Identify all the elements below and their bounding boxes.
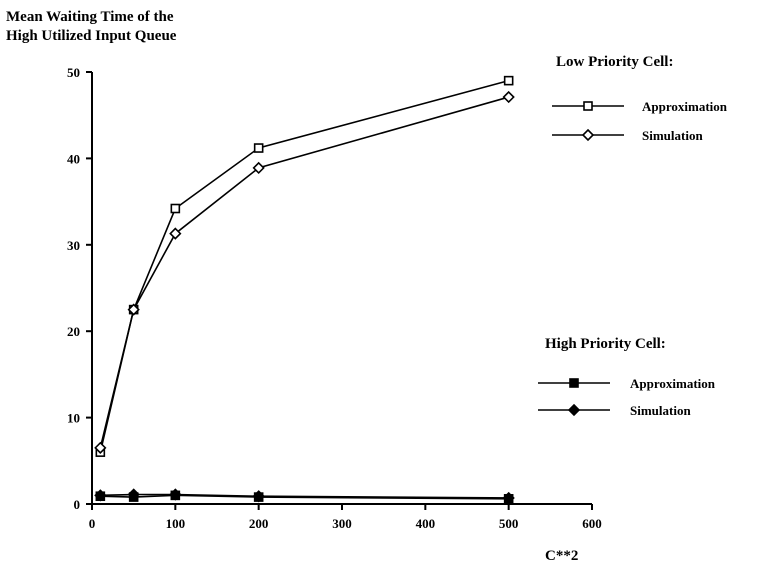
series-4: [94, 488, 515, 505]
legend-label: Simulation: [630, 403, 691, 418]
legend-marker: [581, 128, 595, 142]
legend-label: Approximation: [630, 376, 716, 391]
x-tick-label: 600: [582, 516, 602, 531]
data-point: [502, 491, 515, 505]
y-tick-label: 40: [67, 151, 80, 166]
legend-marker: [569, 378, 579, 388]
legend-label: Simulation: [642, 128, 703, 143]
data-point: [169, 227, 182, 240]
x-tick-label: 300: [332, 516, 352, 531]
legend-title: Low Priority Cell:: [556, 54, 673, 70]
y-tick-label: 0: [74, 497, 81, 512]
series-1: [95, 75, 514, 457]
data-point: [127, 488, 140, 501]
chart-title: Mean Waiting Time of the High Utilized In…: [6, 9, 177, 44]
data-point: [252, 161, 265, 175]
legend-marker: [567, 403, 581, 417]
y-tick-label: 10: [67, 411, 80, 426]
data-point: [94, 441, 107, 454]
y-tick-label: 50: [67, 65, 80, 80]
legend-entry: Simulation: [538, 403, 691, 418]
legend-entry: Approximation: [552, 99, 728, 114]
data-point: [253, 143, 264, 153]
legend-entry: Simulation: [552, 128, 703, 143]
chart-title-line: Mean Waiting Time of the: [6, 9, 174, 25]
y-tick-label: 30: [67, 238, 80, 253]
series-2: [94, 90, 515, 454]
series-line: [99, 96, 509, 449]
data-point: [127, 303, 140, 316]
x-tick-label: 100: [166, 516, 186, 531]
x-tick-label: 400: [416, 516, 436, 531]
data-point: [252, 490, 265, 503]
data-point: [503, 75, 514, 86]
data-point: [169, 488, 182, 501]
x-tick-label: 200: [249, 516, 269, 531]
legend-entry: Approximation: [538, 376, 716, 391]
legend-title: High Priority Cell:: [545, 336, 666, 352]
data-point: [94, 489, 107, 502]
legend-group: High Priority Cell: Approximation Simulati…: [538, 336, 716, 418]
legend-marker: [583, 101, 593, 111]
legend: Low Priority Cell: Approximation Simulatio…: [538, 54, 728, 418]
x-tick-label: 500: [499, 516, 519, 531]
chart-title-line: High Utilized Input Queue: [6, 28, 177, 44]
series-line: [99, 79, 509, 453]
legend-group: Low Priority Cell: Approximation Simulatio…: [552, 54, 728, 143]
data-point: [502, 90, 515, 104]
y-tick-label: 20: [67, 324, 80, 339]
legend-label: Approximation: [642, 99, 728, 114]
x-axis-label: C**2: [545, 548, 578, 564]
data-point: [170, 203, 181, 214]
x-tick-label: 0: [89, 516, 96, 531]
series: [94, 75, 515, 505]
